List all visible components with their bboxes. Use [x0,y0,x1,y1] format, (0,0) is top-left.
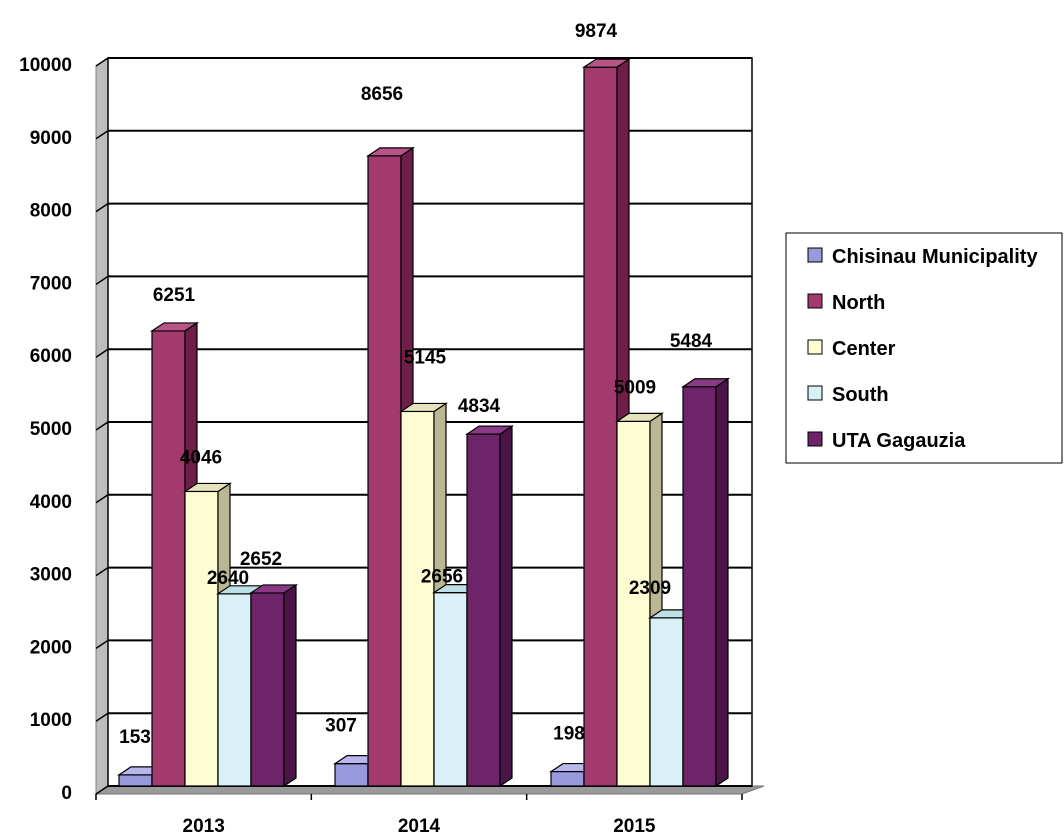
bars [117,58,730,788]
data-label: 4046 [180,447,222,468]
y-tick-label: 4000 [30,492,72,513]
bar-side [499,424,513,788]
bar-front [649,617,684,787]
gridline-depth [95,130,109,140]
legend-label: UTA Gagauzia [832,430,966,452]
bar-front [118,774,153,787]
bar-side [715,377,729,788]
bar-top [399,402,448,413]
bar-front [250,592,285,787]
bar-top [465,425,514,435]
legend-swatch [807,339,823,355]
gridline-depth [95,566,109,577]
legend-label: Chisinau Municipality [832,246,1038,268]
data-label: 4834 [458,396,501,417]
y-tick-label: 9000 [30,128,72,149]
bar-top [582,58,631,68]
gridline-depth [95,785,109,795]
bar [465,424,514,788]
bar-front [400,410,435,787]
bar-top [183,482,232,493]
bar-front [367,155,402,787]
gridline-depth [95,275,109,286]
legend: Chisinau Municipality North Center South UTA… [785,232,1063,464]
floor [94,785,765,795]
legend-label: South [832,384,889,406]
gridline-depth [95,202,109,213]
bar-top [615,412,664,422]
data-label: 2309 [629,578,671,599]
x-tick-label: 2013 [183,816,225,834]
legend-swatch [807,293,823,309]
bar-top [681,378,730,388]
legend-swatch [807,431,823,447]
legend-swatch [807,385,823,401]
x-axis-tick-labels: 2013 2014 2015 [95,794,743,834]
data-label: 6251 [153,285,196,306]
legend-swatch [807,247,823,263]
data-label: 5145 [404,347,447,368]
bar-front [334,763,369,787]
y-tick-label: 1000 [30,710,72,731]
y-tick-label: 8000 [30,201,72,222]
bar-top [366,147,415,157]
data-label: 198 [553,724,585,745]
data-label: 9874 [575,21,618,42]
y-tick-label: 2000 [30,637,72,658]
y-tick-label: 7000 [30,273,72,294]
bar [249,583,298,788]
gridline-depth [95,712,109,722]
y-tick-label: 0 [61,783,72,804]
gridline-depth [95,421,109,431]
gridline-depth [95,494,109,504]
legend-box [785,232,1063,464]
bar-front [616,420,651,787]
bar-front [682,386,717,787]
legend-label: North [832,292,885,314]
data-label: 5484 [670,331,713,352]
y-tick-label: 3000 [30,565,72,586]
bar-top [249,584,298,594]
data-label: 8656 [361,84,403,105]
x-tick-label: 2015 [613,816,656,834]
gridline-depth [95,348,109,358]
y-tick-label: 10000 [19,55,72,76]
y-tick-label: 5000 [30,419,72,440]
y-axis-tick-labels: 0 1000 2000 3000 4000 5000 6000 7000 8000 9000 100… [19,55,72,804]
gridline-depth [95,57,109,67]
bar-front [217,593,252,787]
data-label: 2656 [421,567,463,588]
bar-front [466,433,501,787]
data-label: 2640 [207,568,249,589]
gridline-depth [95,639,109,650]
y-tick-label: 6000 [30,346,72,367]
bar [681,377,730,788]
x-tick-label: 2014 [398,816,441,834]
bar-top [150,322,199,332]
legend-label: Center [832,338,896,360]
bar-front [550,770,585,787]
data-label: 2652 [240,549,282,570]
bar-front [583,66,618,787]
bar-side [283,583,297,788]
bar-front [184,490,219,787]
data-label: 5009 [614,377,656,398]
bar-front [151,330,186,787]
data-label: 307 [325,716,357,737]
data-label: 153 [119,727,151,748]
bar-front [433,592,468,787]
